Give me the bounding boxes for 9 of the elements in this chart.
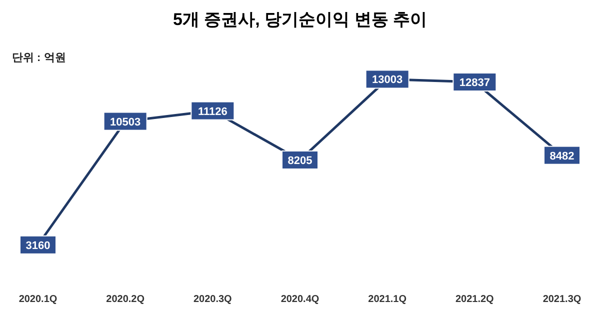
x-tick-label: 2021.3Q [542,294,582,306]
x-tick-label: 2020.4Q [280,294,320,306]
chart-title: 5개 증권사, 당기순이익 변동 추이 [172,9,428,31]
text: 단위 : 억원 [12,51,66,65]
x-tick-label: 2020.2Q [106,294,145,306]
x-tick-label: 2021.1Q [368,294,407,306]
x-tick-label: 2020.3Q [193,294,232,306]
x-tick-label: 2021.2Q [455,294,494,306]
x-tick-label: 2020.1Q [18,294,58,306]
